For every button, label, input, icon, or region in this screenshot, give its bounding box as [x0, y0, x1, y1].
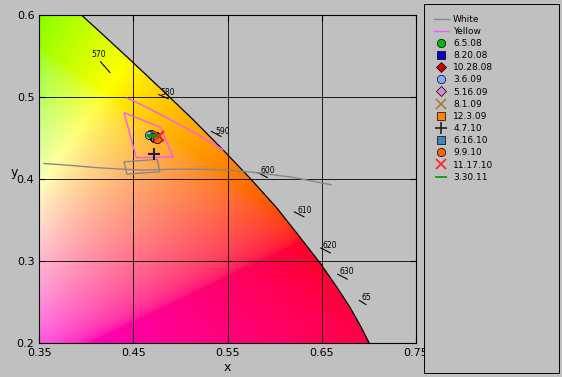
Text: 65: 65 [361, 293, 371, 302]
Y-axis label: y: y [10, 166, 17, 179]
Text: 620: 620 [323, 241, 337, 250]
Text: 590: 590 [215, 127, 230, 136]
Text: 610: 610 [297, 206, 312, 215]
Text: 570: 570 [91, 50, 106, 59]
Text: 600: 600 [261, 166, 275, 175]
X-axis label: x: x [224, 361, 232, 374]
Text: 630: 630 [339, 267, 354, 276]
Text: 580: 580 [161, 88, 175, 97]
Legend: White, Yellow, 6.5.08, 8.20.08, 10.28.08, 3.6.09, 5.16.09, 8.1.09, 12.3.09, 4.7.: White, Yellow, 6.5.08, 8.20.08, 10.28.08… [432, 12, 496, 184]
